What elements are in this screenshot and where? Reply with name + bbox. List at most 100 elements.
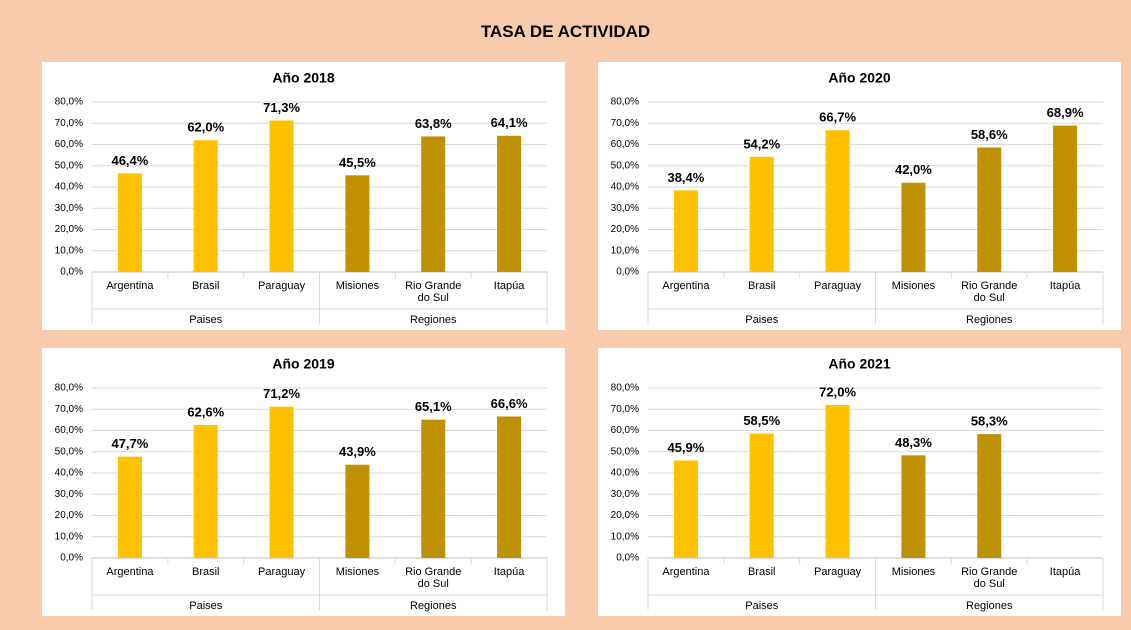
data-label: 63,8% (415, 116, 452, 131)
chart: Año 2021 0,0% 10,0% 20,0% 30,0% 40,0% 50,0% 60,… (611, 356, 1104, 610)
bar (825, 405, 850, 558)
x-tick-label: Paraguay (814, 566, 862, 578)
y-tick-label: 30,0% (55, 203, 83, 214)
y-tick-label: 50,0% (55, 160, 83, 171)
bar (673, 190, 698, 272)
bar (749, 156, 774, 272)
y-tick-label: 80,0% (55, 383, 83, 394)
x-tick-label: Brasil (191, 566, 220, 578)
y-tick-label: 80,0% (611, 383, 639, 394)
data-label: 62,6% (187, 404, 224, 419)
x-tick-label: Rio Grande do Sul (961, 566, 1018, 590)
y-tick-label: 30,0% (611, 203, 639, 214)
y-tick-label: 20,0% (55, 224, 83, 235)
chart: Año 2020 0,0% 10,0% 20,0% 30,0% 40,0% 50,0% 60,… (611, 70, 1104, 324)
x-tick-label: Rio Grande do Sul (961, 280, 1018, 304)
data-label: 48,3% (895, 435, 932, 450)
bar (901, 182, 926, 272)
x-tick-label: Paraguay (258, 280, 306, 292)
chart-title: Año 2019 (272, 356, 334, 372)
data-label: 71,2% (263, 386, 300, 401)
bar (977, 147, 1002, 272)
x-tick-label: Itapúa (493, 566, 525, 578)
y-tick-label: 40,0% (611, 468, 639, 479)
bar (193, 424, 218, 558)
chart-panel: Año 2019 0,0% 10,0% 20,0% 30,0% 40,0% 50,0% 60,… (42, 348, 565, 616)
y-tick-label: 40,0% (55, 182, 83, 193)
y-tick-label: 20,0% (611, 224, 639, 235)
group-label: Paises (189, 600, 223, 612)
data-label: 72,0% (819, 384, 856, 399)
x-tick-label: Argentina (662, 280, 710, 292)
x-tick-label: Rio Grande do Sul (405, 566, 462, 590)
group-label: Paises (745, 600, 779, 612)
y-tick-label: 0,0% (60, 553, 83, 564)
y-tick-label: 60,0% (55, 139, 83, 150)
chart-panel: Año 2020 0,0% 10,0% 20,0% 30,0% 40,0% 50,0% 60,… (598, 62, 1121, 330)
bar (117, 456, 142, 558)
chart: Año 2018 0,0% 10,0% 20,0% 30,0% 40,0% 50,0% 60,… (55, 70, 548, 324)
bar (825, 130, 850, 272)
x-tick-label: Brasil (747, 566, 776, 578)
x-tick-label: Brasil (747, 280, 776, 292)
y-tick-label: 10,0% (611, 245, 639, 256)
x-tick-label: Paraguay (258, 566, 306, 578)
bar (117, 173, 142, 272)
data-label: 58,3% (971, 414, 1008, 429)
y-tick-label: 20,0% (55, 510, 83, 521)
y-tick-label: 10,0% (55, 245, 83, 256)
y-tick-label: 80,0% (55, 97, 83, 108)
bar (977, 434, 1002, 558)
bar (497, 416, 522, 558)
y-tick-label: 80,0% (611, 97, 639, 108)
bar (673, 460, 698, 558)
y-tick-label: 60,0% (611, 425, 639, 436)
data-label: 46,4% (111, 153, 148, 168)
bar (421, 136, 446, 272)
bar (749, 433, 774, 558)
bar (345, 464, 370, 558)
y-tick-label: 50,0% (611, 446, 639, 457)
y-tick-label: 20,0% (611, 510, 639, 521)
y-tick-label: 60,0% (611, 139, 639, 150)
bar (345, 175, 370, 272)
chart-title: Año 2020 (828, 70, 890, 86)
x-tick-label: Argentina (106, 566, 154, 578)
y-tick-label: 30,0% (611, 489, 639, 500)
y-tick-label: 0,0% (60, 267, 83, 278)
data-label: 47,7% (111, 436, 148, 451)
data-label: 58,5% (743, 413, 780, 428)
x-tick-label: Rio Grande do Sul (405, 280, 462, 304)
data-label: 62,0% (187, 120, 224, 135)
x-tick-label: Paraguay (814, 280, 862, 292)
bar (193, 140, 218, 272)
data-label: 68,9% (1047, 105, 1084, 120)
chart-title: Año 2018 (272, 70, 334, 86)
x-tick-label: Misiones (335, 566, 380, 578)
bar (901, 455, 926, 558)
y-tick-label: 0,0% (616, 553, 639, 564)
y-tick-label: 0,0% (616, 267, 639, 278)
x-tick-label: Misiones (891, 566, 936, 578)
group-label: Regiones (410, 314, 457, 326)
y-tick-label: 40,0% (55, 468, 83, 479)
y-tick-label: 70,0% (55, 404, 83, 415)
y-tick-label: 10,0% (611, 531, 639, 542)
data-label: 54,2% (743, 136, 780, 151)
y-tick-label: 50,0% (611, 160, 639, 171)
data-label: 43,9% (339, 444, 376, 459)
x-tick-label: Itapúa (1049, 280, 1081, 292)
bar (497, 135, 522, 272)
data-label: 66,6% (491, 396, 528, 411)
group-label: Regiones (410, 600, 457, 612)
chart-panel: Año 2018 0,0% 10,0% 20,0% 30,0% 40,0% 50,0% 60,… (42, 62, 565, 330)
y-tick-label: 60,0% (55, 425, 83, 436)
data-label: 65,1% (415, 399, 452, 414)
y-tick-label: 70,0% (611, 404, 639, 415)
chart-title: Año 2021 (828, 356, 890, 372)
data-label: 58,6% (971, 127, 1008, 142)
y-tick-label: 40,0% (611, 182, 639, 193)
x-tick-label: Misiones (891, 280, 936, 292)
y-tick-label: 10,0% (55, 531, 83, 542)
